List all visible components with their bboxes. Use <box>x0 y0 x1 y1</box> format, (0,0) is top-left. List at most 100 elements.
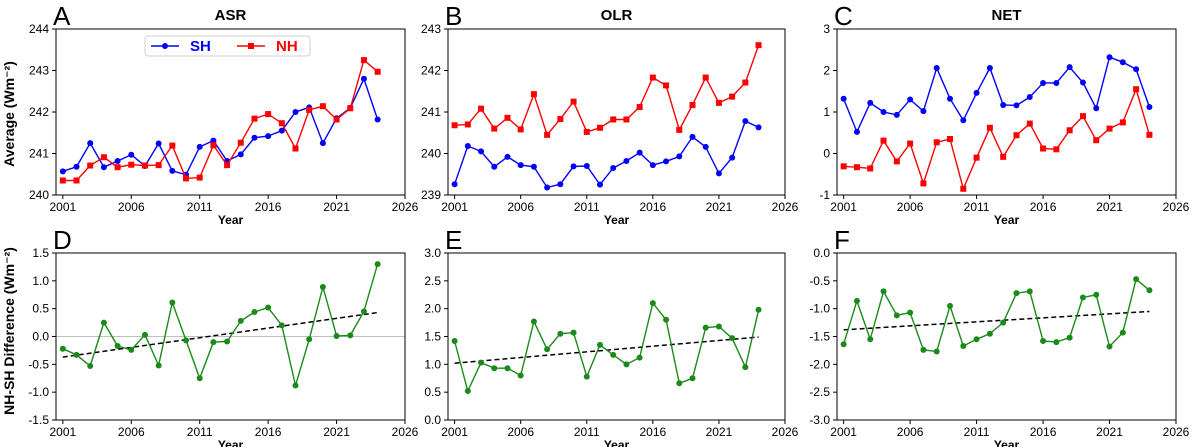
data-point-series-0 <box>1053 339 1060 346</box>
x-tick-label: 2006 <box>118 200 145 214</box>
data-point-series-0 <box>933 348 940 355</box>
y-tick-label: 2.0 <box>424 302 441 316</box>
x-tick-label: 2001 <box>830 425 857 439</box>
y-tick-label: 0 <box>823 147 830 161</box>
x-tick-label: 2021 <box>323 200 350 214</box>
data-point-series-0 <box>702 324 709 331</box>
y-tick-label: -0.5 <box>28 357 49 371</box>
data-point-series-0 <box>141 331 148 338</box>
data-point-sh <box>100 164 107 171</box>
data-point-nh <box>374 68 381 75</box>
data-point-sh <box>1013 102 1020 109</box>
x-tick-label: 2021 <box>1096 425 1123 439</box>
data-point-nh <box>544 131 551 138</box>
data-point-series-0 <box>623 361 630 368</box>
data-point-sh <box>610 165 617 172</box>
data-point-series-0 <box>1146 287 1153 294</box>
data-point-nh <box>623 116 630 123</box>
x-tick-label: 2006 <box>507 425 534 439</box>
data-point-sh <box>1066 64 1073 71</box>
legend-label: SH <box>190 38 211 55</box>
data-point-sh <box>986 65 993 72</box>
y-tick-label: -1.5 <box>809 330 830 344</box>
data-point-nh <box>504 114 511 121</box>
panel-E: E 2001 2006 2011 2016 2021 2026 0.0 0.5 1.0 1.5 2.0… <box>424 225 798 447</box>
data-point-sh <box>676 153 683 160</box>
data-point-nh <box>196 174 203 181</box>
data-point-series-0 <box>676 380 683 387</box>
data-point-nh <box>491 125 498 132</box>
data-point-nh <box>59 177 66 184</box>
data-point-series-0 <box>973 336 980 343</box>
data-point-series-0 <box>907 309 914 316</box>
panel-A: A ASR 2001 2006 2011 2016 2021 2026 240 241 242 243… <box>29 1 419 227</box>
data-point-series-0 <box>224 338 231 345</box>
data-point-nh <box>530 91 537 98</box>
data-point-nh <box>853 164 860 171</box>
x-tick-label: 2001 <box>49 200 76 214</box>
data-point-nh <box>306 106 313 113</box>
data-point-series-0 <box>169 299 176 306</box>
data-point-series-0 <box>663 316 670 323</box>
panel-letter: C <box>834 1 853 31</box>
x-axis-label: Year <box>604 438 630 447</box>
data-point-nh <box>319 103 326 110</box>
data-point-sh <box>1146 104 1153 111</box>
data-point-series-0 <box>893 312 900 319</box>
plot-frame <box>55 28 406 196</box>
x-tick-label: 2026 <box>1163 425 1190 439</box>
y-tick-label: 241 <box>421 105 441 119</box>
x-axis-label: Year <box>218 438 244 447</box>
data-point-series-0 <box>333 332 340 339</box>
x-tick-label: 2011 <box>574 200 600 214</box>
x-axis-label: Year <box>994 438 1020 447</box>
data-point-nh <box>451 122 458 129</box>
series-line-nh <box>62 58 379 182</box>
data-point-nh <box>464 121 471 128</box>
y-tick-label: 242 <box>29 105 49 119</box>
y-tick-label: -2.5 <box>809 385 830 399</box>
data-point-series-0 <box>491 365 498 372</box>
x-tick-label: 2016 <box>255 425 282 439</box>
x-tick-label: 2016 <box>1030 200 1057 214</box>
data-point-nh <box>1066 127 1073 134</box>
data-point-sh <box>251 134 258 141</box>
ylabel-bottom: NH-SH Difference (Wm⁻²) <box>1 247 17 415</box>
data-point-nh <box>742 79 749 86</box>
series-line-series-0 <box>453 301 760 394</box>
y-tick-label: 2 <box>823 64 830 78</box>
data-point-sh <box>907 96 914 103</box>
y-tick-label: 3.0 <box>424 246 441 260</box>
data-point-sh <box>1053 79 1060 86</box>
data-point-sh <box>689 133 696 140</box>
data-point-nh <box>596 124 603 131</box>
data-point-sh <box>1000 101 1007 108</box>
data-point-series-0 <box>755 306 762 313</box>
data-point-series-0 <box>114 342 121 349</box>
data-point-sh <box>893 111 900 118</box>
data-point-series-0 <box>570 329 577 336</box>
data-point-series-0 <box>742 364 749 371</box>
data-point-nh <box>73 177 80 184</box>
x-tick-label: 2011 <box>187 200 213 214</box>
series-line-sh <box>453 120 759 189</box>
data-point-nh <box>128 161 135 168</box>
x-tick-label: 2026 <box>392 425 419 439</box>
x-tick-label: 2021 <box>1096 200 1123 214</box>
panel-letter: B <box>445 1 462 31</box>
legend-label: NH <box>276 38 298 55</box>
x-tick-label: 2001 <box>441 425 468 439</box>
data-point-sh <box>853 128 860 135</box>
data-point-series-0 <box>1079 294 1086 301</box>
data-point-sh <box>570 163 577 170</box>
x-axis-label: Year <box>218 213 244 227</box>
x-tick-label: 2016 <box>1030 425 1057 439</box>
data-point-series-0 <box>1013 290 1020 297</box>
data-point-sh <box>464 143 471 150</box>
y-tick-label: 1.0 <box>32 274 49 288</box>
data-point-series-0 <box>689 375 696 382</box>
data-point-sh <box>960 117 967 124</box>
series-line-sh <box>842 56 1151 134</box>
data-point-sh <box>265 133 272 140</box>
